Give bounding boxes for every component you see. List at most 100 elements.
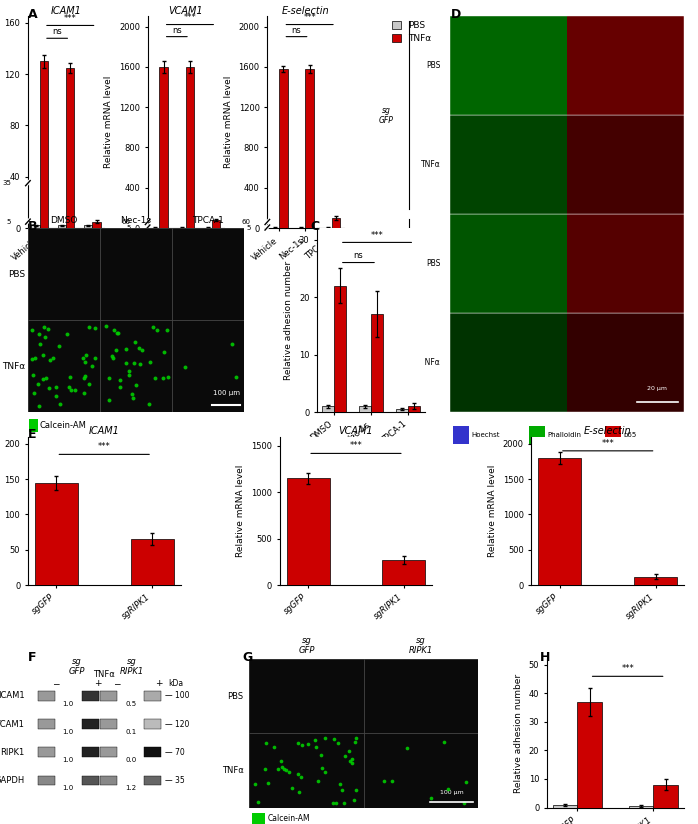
Point [33, 328, 44, 341]
Text: p65: p65 [623, 432, 637, 438]
Text: — 120: — 120 [165, 719, 189, 728]
Bar [634, 577, 677, 585]
Bar [371, 314, 383, 412]
Point [80, 356, 91, 369]
Point [79, 372, 90, 385]
Bar [249, 659, 364, 733]
Point [309, 733, 320, 747]
Bar [40, 61, 48, 228]
Bar [364, 659, 478, 733]
Bar [408, 406, 420, 412]
Text: sg
RIPK1: sg RIPK1 [408, 636, 433, 655]
Text: ***: *** [303, 13, 316, 22]
Point [334, 777, 346, 790]
Title: VCAM1: VCAM1 [168, 6, 203, 16]
Point [349, 793, 360, 806]
Text: −: − [52, 679, 59, 688]
Point [180, 360, 191, 373]
Point [108, 351, 119, 364]
Text: E: E [28, 428, 36, 442]
Text: TNFα: TNFα [94, 670, 115, 679]
Y-axis label: Relative adhesion number: Relative adhesion number [284, 260, 293, 380]
Text: 35: 35 [2, 180, 11, 186]
Point [79, 386, 90, 400]
Point [260, 736, 272, 749]
Point [315, 749, 327, 762]
Point [386, 775, 397, 788]
Text: TNFα: TNFα [422, 358, 441, 367]
Text: 1.0: 1.0 [63, 701, 74, 707]
Text: — 100: — 100 [165, 691, 190, 700]
Bar [31, 226, 40, 228]
Point [262, 776, 273, 789]
Bar [101, 691, 117, 700]
Point [123, 369, 134, 382]
Text: sg
GFP: sg GFP [298, 636, 315, 655]
Bar [28, 228, 100, 320]
Text: 1.0: 1.0 [63, 729, 74, 735]
Y-axis label: Relative mRNA level: Relative mRNA level [237, 465, 246, 557]
Text: 5: 5 [246, 224, 251, 231]
Text: +: + [155, 679, 163, 688]
Point [65, 384, 76, 397]
Point [114, 374, 125, 387]
Point [120, 357, 131, 370]
Text: VCAM1: VCAM1 [0, 719, 25, 728]
Y-axis label: Relative mRNA level: Relative mRNA level [489, 465, 497, 557]
Text: A: A [28, 8, 38, 21]
Point [230, 371, 242, 384]
Point [51, 381, 62, 394]
Bar [82, 775, 98, 785]
Text: 100 μm: 100 μm [440, 790, 463, 795]
Bar [172, 320, 244, 412]
Point [350, 732, 362, 745]
Bar [100, 228, 172, 320]
Bar [84, 226, 92, 228]
Point [344, 754, 355, 767]
Text: 60: 60 [242, 219, 251, 225]
Point [226, 338, 237, 351]
Point [128, 391, 139, 405]
Text: H: H [540, 651, 550, 664]
Bar [100, 320, 172, 412]
Bar [450, 313, 684, 412]
Point [402, 741, 413, 754]
Bar [144, 691, 161, 700]
Y-axis label: Relative mRNA level: Relative mRNA level [224, 76, 233, 168]
Bar [306, 69, 314, 228]
Point [275, 754, 286, 767]
Point [336, 783, 348, 796]
Bar [567, 313, 684, 412]
Point [283, 765, 295, 779]
Bar [101, 775, 117, 785]
Point [47, 352, 59, 365]
Point [281, 763, 292, 776]
Point [37, 349, 48, 362]
Point [69, 383, 80, 396]
Point [112, 326, 124, 339]
Point [137, 344, 148, 357]
Point [163, 371, 174, 384]
Bar [29, 419, 38, 433]
Bar [577, 702, 602, 808]
Bar [450, 16, 567, 115]
Point [426, 791, 437, 804]
Bar [287, 479, 329, 585]
Text: Calcein-AM: Calcein-AM [267, 814, 310, 823]
Point [147, 321, 158, 334]
Text: 5: 5 [126, 224, 131, 231]
Point [33, 378, 44, 391]
Point [44, 382, 55, 395]
Text: −: − [112, 679, 120, 688]
Text: 100 μm: 100 μm [213, 391, 239, 396]
Point [260, 762, 271, 775]
Point [279, 763, 290, 776]
Point [84, 321, 95, 334]
Bar [58, 226, 66, 228]
Text: 0.5: 0.5 [125, 701, 136, 707]
Bar [359, 406, 371, 412]
Point [461, 775, 472, 789]
Point [38, 320, 49, 333]
Point [114, 381, 126, 394]
Bar [66, 68, 75, 228]
